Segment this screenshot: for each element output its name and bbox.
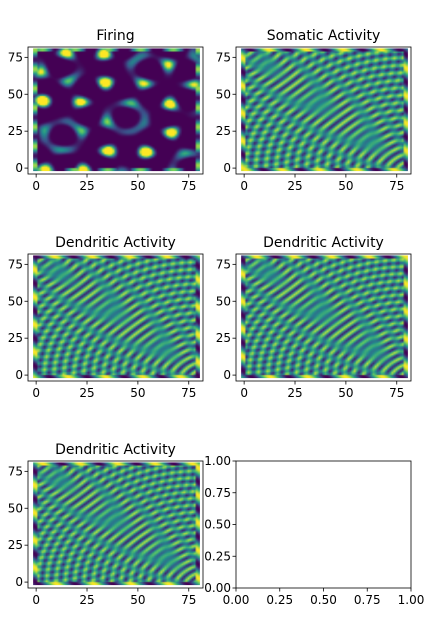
y-tick-label: 0 [15,161,23,175]
x-tick-label: 0 [32,593,40,607]
x-tick-label: 25 [79,593,94,607]
scatter-points [33,462,200,586]
y-tick-label: 75 [8,464,23,478]
y-tick-label: 50 [216,294,231,308]
subplot-title: Firing [96,28,134,44]
y-tick-label: 0 [15,575,23,589]
x-tick-label: 25 [287,179,302,193]
axes-frame [235,253,412,382]
scatter-points [33,48,200,172]
x-tick-label: 0 [240,386,248,400]
y-tick-label: 75 [216,257,231,271]
y-tick-label: 0 [15,368,23,382]
y-tick-label: 0 [223,368,231,382]
x-tick-label: 50 [338,386,353,400]
axes-frame [27,460,204,589]
y-tick-label: 75 [8,50,23,64]
x-tick-label: 0.75 [354,593,381,607]
x-tick-label: 75 [181,179,196,193]
scatter-points [33,255,200,379]
x-tick-label: 50 [130,593,145,607]
x-tick-label: 0.50 [310,593,337,607]
x-tick-label: 0.25 [266,593,293,607]
x-tick-label: 50 [338,179,353,193]
y-tick-label: 75 [216,50,231,64]
y-tick-label: 0 [223,161,231,175]
subplot-title: Dendritic Activity [55,235,176,251]
x-tick-label: 1.00 [398,593,425,607]
subplot-2: Somatic Activity 0 25 50 75 0 25 50 75 [216,28,412,193]
x-tick-label: 0.00 [223,593,250,607]
y-tick-label: 0.00 [204,581,231,595]
x-tick-label: 75 [181,386,196,400]
subplot-title: Dendritic Activity [55,442,176,458]
x-tick-label: 25 [287,386,302,400]
axes-frame [235,46,412,175]
x-tick-label: 75 [181,593,196,607]
x-tick-label: 0 [240,179,248,193]
x-tick-label: 0 [32,179,40,193]
y-tick-label: 50 [8,501,23,515]
y-tick-label: 0.75 [204,486,231,500]
axes-frame [235,460,412,589]
y-tick-label: 25 [8,124,23,138]
x-tick-label: 75 [389,386,404,400]
subplot-3: Dendritic Activity 0 25 50 75 0 25 50 75 [8,235,204,400]
x-tick-label: 75 [389,179,404,193]
y-tick-label: 25 [216,331,231,345]
x-tick-label: 50 [130,386,145,400]
scatter-points [241,48,408,172]
y-tick-label: 0.25 [204,549,231,563]
subplot-4: Dendritic Activity 0 25 50 75 0 25 50 75 [216,235,412,400]
y-tick-label: 25 [216,124,231,138]
subplot-title: Dendritic Activity [263,235,384,251]
y-tick-label: 25 [8,538,23,552]
axes-frame [27,253,204,382]
y-tick-label: 0.50 [204,518,231,532]
y-tick-label: 75 [8,257,23,271]
x-tick-label: 0 [32,386,40,400]
y-tick-label: 1.00 [204,454,231,468]
axes-frame [27,46,204,175]
y-tick-label: 25 [8,331,23,345]
y-tick-label: 50 [8,87,23,101]
y-tick-label: 50 [216,87,231,101]
scatter-points [241,255,408,379]
x-tick-label: 25 [79,179,94,193]
subplot-title: Somatic Activity [267,28,381,44]
x-tick-label: 50 [130,179,145,193]
subplot-6: 0.00 0.25 0.50 0.75 1.00 0.00 0.25 0.50 0.75 1.00 [204,454,424,607]
subplot-5: Dendritic Activity 0 25 50 75 0 25 50 75 [8,442,204,607]
y-tick-label: 50 [8,294,23,308]
x-tick-label: 25 [79,386,94,400]
subplot-1: Firing 0 25 50 75 0 25 50 75 [8,28,204,193]
